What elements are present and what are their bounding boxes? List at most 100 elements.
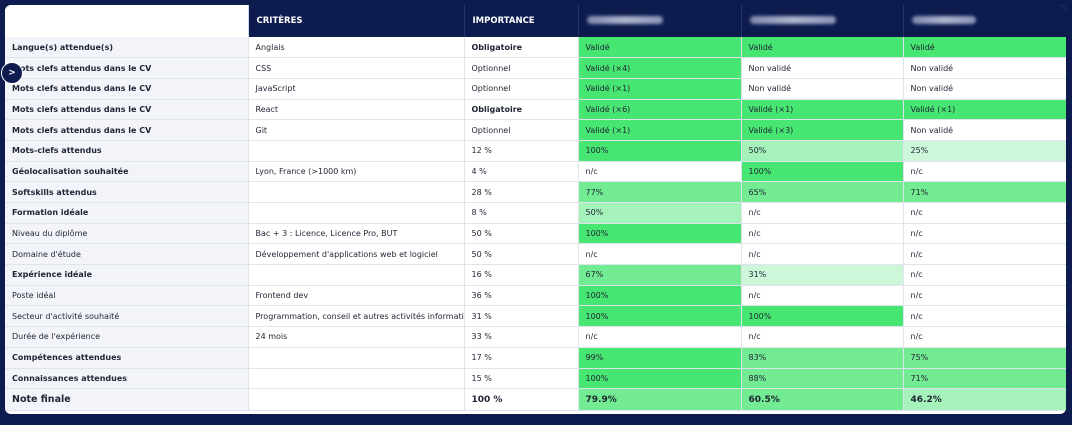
- importance-value: 50 %: [464, 243, 579, 266]
- criterion-label: Durée de l'expérience: [5, 326, 249, 348]
- candidate-score-cell: 31%: [741, 264, 904, 286]
- criterion-label: Expérience idéale: [5, 264, 249, 286]
- criterion-value: Lyon, France (>1000 km): [248, 161, 465, 183]
- candidate-score-cell: 60.5%: [741, 388, 904, 412]
- candidate-score-cell: 65%: [741, 181, 904, 203]
- importance-value: 33 %: [464, 326, 579, 348]
- importance-value: 15 %: [464, 368, 579, 390]
- candidate-score-cell: 100%: [578, 368, 742, 390]
- importance-value: 16 %: [464, 264, 579, 286]
- table-row: Poste idéal Frontend dev 36 % 100% n/c n/c: [5, 285, 1066, 307]
- candidate-score-cell: Validé: [578, 37, 742, 59]
- header-criteres[interactable]: CRITÈRES: [248, 5, 465, 37]
- criterion-value: [248, 140, 465, 162]
- importance-value: Obligatoire: [464, 99, 579, 121]
- criterion-value: Bac + 3 : Licence, Licence Pro, BUT: [248, 223, 465, 245]
- candidate-score-cell: Validé (×1): [741, 99, 904, 121]
- header-importance[interactable]: IMPORTANCE: [464, 5, 579, 37]
- criterion-value: [248, 202, 465, 224]
- importance-value: 8 %: [464, 202, 579, 224]
- candidate-score-cell: n/c: [741, 223, 904, 245]
- table-row: Durée de l'expérience 24 mois 33 % n/c n/c n/…: [5, 326, 1066, 348]
- candidate-score-cell: 100%: [741, 161, 904, 183]
- candidate-score-cell: Non validé: [741, 57, 904, 79]
- candidate-score-cell: Validé (×1): [578, 78, 742, 100]
- importance-value: 36 %: [464, 285, 579, 307]
- criterion-label: Mots clefs attendus dans le CV: [5, 119, 249, 141]
- table-row: Mots-clefs attendus 12 % 100% 50% 25%: [5, 140, 1066, 162]
- criterion-label: Mots clefs attendus dans le CV: [5, 78, 249, 100]
- candidate-score-cell: Validé (×3): [741, 119, 904, 141]
- importance-value: 28 %: [464, 181, 579, 203]
- candidate-score-cell: 75%: [903, 347, 1066, 369]
- candidate-score-cell: 100%: [578, 305, 742, 328]
- criterion-value: Programmation, conseil et autres activit…: [248, 305, 465, 328]
- candidate-score-cell: Validé: [741, 37, 904, 59]
- candidate-score-cell: n/c: [741, 243, 904, 266]
- candidate-score-cell: Validé (×6): [578, 99, 742, 121]
- table-row: Secteur d'activité souhaité Programmation…: [5, 305, 1066, 328]
- header-candidate-2[interactable]: [741, 5, 904, 37]
- comparison-panel: CRITÈRES IMPORTANCE Langue(s) attendue(s…: [5, 5, 1066, 414]
- importance-value: 31 %: [464, 305, 579, 328]
- blurred-candidate-name: [586, 15, 663, 24]
- table-header-row: CRITÈRES IMPORTANCE: [5, 5, 1066, 37]
- criterion-label: Softskills attendus: [5, 181, 249, 203]
- candidate-score-cell: 71%: [903, 368, 1066, 390]
- criterion-label: Secteur d'activité souhaité: [5, 305, 249, 328]
- criterion-label: Poste idéal: [5, 285, 249, 307]
- criterion-value: [248, 264, 465, 286]
- criterion-value: React: [248, 99, 465, 121]
- criterion-label: Mots clefs attendus dans le CV: [5, 99, 249, 121]
- criterion-label: Formation idéale: [5, 202, 249, 224]
- candidate-score-cell: n/c: [903, 202, 1066, 224]
- candidate-score-cell: n/c: [578, 326, 742, 348]
- importance-value: 50 %: [464, 223, 579, 245]
- criterion-label: Géolocalisation souhaitée: [5, 161, 249, 183]
- chevron-right-icon: >: [8, 68, 16, 78]
- candidate-score-cell: n/c: [741, 202, 904, 224]
- criterion-value: Frontend dev: [248, 285, 465, 307]
- importance-value: 100 %: [464, 388, 579, 412]
- table-row: Niveau du diplôme Bac + 3 : Licence, Lice…: [5, 223, 1066, 245]
- criterion-label: Mots-clefs attendus: [5, 140, 249, 162]
- table-row: Formation idéale 8 % 50% n/c n/c: [5, 202, 1066, 224]
- candidate-comparison-table: CRITÈRES IMPORTANCE Langue(s) attendue(s…: [5, 5, 1066, 412]
- criterion-value: [248, 388, 465, 412]
- candidate-score-cell: 100%: [741, 305, 904, 328]
- criterion-value: JavaScript: [248, 78, 465, 100]
- criterion-value: [248, 181, 465, 203]
- candidate-score-cell: 79.9%: [578, 388, 742, 412]
- criterion-label: Note finale: [5, 388, 249, 412]
- candidate-score-cell: 50%: [741, 140, 904, 162]
- criterion-label: Langue(s) attendue(s): [5, 37, 249, 59]
- candidate-score-cell: 46.2%: [903, 388, 1066, 412]
- expand-sidebar-button[interactable]: >: [1, 62, 23, 84]
- candidate-score-cell: n/c: [741, 285, 904, 307]
- candidate-score-cell: 67%: [578, 264, 742, 286]
- criterion-value: Anglais: [248, 37, 465, 59]
- candidate-score-cell: n/c: [578, 243, 742, 266]
- candidate-score-cell: 83%: [741, 347, 904, 369]
- candidate-score-cell: 71%: [903, 181, 1066, 203]
- candidate-score-cell: n/c: [903, 264, 1066, 286]
- importance-value: Optionnel: [464, 57, 579, 79]
- criterion-value: Développement d'applications web et logi…: [248, 243, 465, 266]
- header-candidate-3[interactable]: [903, 5, 1066, 37]
- candidate-score-cell: Non validé: [741, 78, 904, 100]
- candidate-score-cell: n/c: [903, 305, 1066, 328]
- candidate-score-cell: n/c: [903, 285, 1066, 307]
- importance-value: Optionnel: [464, 119, 579, 141]
- table-row: Domaine d'étude Développement d'applicati…: [5, 243, 1066, 266]
- table-row: Géolocalisation souhaitée Lyon, France (>…: [5, 161, 1066, 183]
- candidate-score-cell: n/c: [903, 243, 1066, 266]
- importance-value: 12 %: [464, 140, 579, 162]
- table-row: Compétences attendues 17 % 99% 83% 75%: [5, 347, 1066, 369]
- criterion-value: [248, 347, 465, 369]
- header-candidate-1[interactable]: [578, 5, 742, 37]
- table-row: Mots clefs attendus dans le CV React Oblig…: [5, 99, 1066, 121]
- candidate-score-cell: 100%: [578, 140, 742, 162]
- candidate-score-cell: 25%: [903, 140, 1066, 162]
- criterion-value: Git: [248, 119, 465, 141]
- candidate-score-cell: 88%: [741, 368, 904, 390]
